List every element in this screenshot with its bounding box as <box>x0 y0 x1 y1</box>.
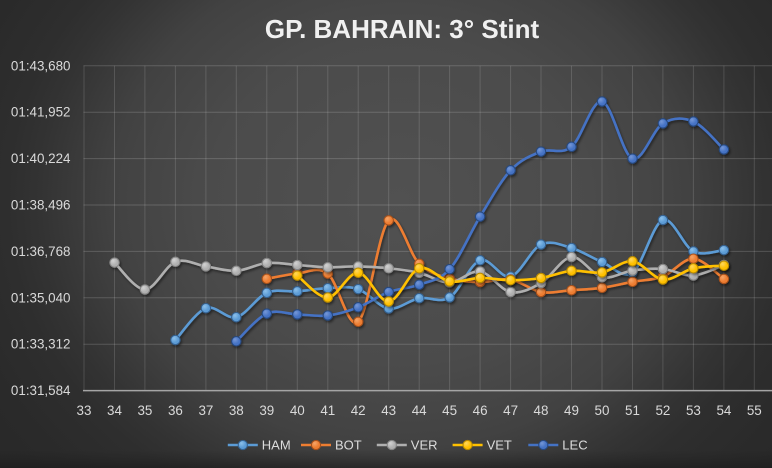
svg-text:01:36,768: 01:36,768 <box>11 244 71 259</box>
svg-text:01:31,584: 01:31,584 <box>11 383 71 398</box>
svg-text:42: 42 <box>351 403 366 418</box>
svg-text:01:41,952: 01:41,952 <box>11 105 71 120</box>
svg-text:GP. BAHRAIN: 3° Stint: GP. BAHRAIN: 3° Stint <box>265 14 540 44</box>
svg-text:48: 48 <box>534 403 549 418</box>
svg-text:54: 54 <box>716 403 731 418</box>
svg-text:01:33,312: 01:33,312 <box>11 337 71 352</box>
svg-text:HAM: HAM <box>262 438 291 453</box>
svg-text:34: 34 <box>107 403 122 418</box>
svg-text:53: 53 <box>686 403 701 418</box>
svg-text:50: 50 <box>595 403 610 418</box>
svg-text:01:35,040: 01:35,040 <box>11 290 71 305</box>
svg-text:01:40,224: 01:40,224 <box>11 151 71 166</box>
svg-text:47: 47 <box>503 403 518 418</box>
svg-text:01:43,680: 01:43,680 <box>11 58 71 73</box>
svg-text:35: 35 <box>137 403 152 418</box>
svg-text:BOT: BOT <box>335 438 362 453</box>
svg-text:41: 41 <box>320 403 335 418</box>
svg-text:39: 39 <box>259 403 274 418</box>
svg-text:VER: VER <box>411 438 438 453</box>
svg-text:51: 51 <box>625 403 640 418</box>
svg-text:52: 52 <box>655 403 670 418</box>
svg-text:VET: VET <box>487 438 512 453</box>
svg-text:LEC: LEC <box>562 438 587 453</box>
svg-text:46: 46 <box>473 403 488 418</box>
svg-text:38: 38 <box>229 403 244 418</box>
svg-text:55: 55 <box>747 403 762 418</box>
svg-text:37: 37 <box>198 403 213 418</box>
svg-text:33: 33 <box>77 403 92 418</box>
svg-text:01:38,496: 01:38,496 <box>11 198 71 213</box>
svg-text:40: 40 <box>290 403 305 418</box>
svg-text:36: 36 <box>168 403 183 418</box>
svg-text:43: 43 <box>381 403 396 418</box>
svg-text:45: 45 <box>442 403 457 418</box>
svg-text:49: 49 <box>564 403 579 418</box>
svg-text:44: 44 <box>412 403 427 418</box>
